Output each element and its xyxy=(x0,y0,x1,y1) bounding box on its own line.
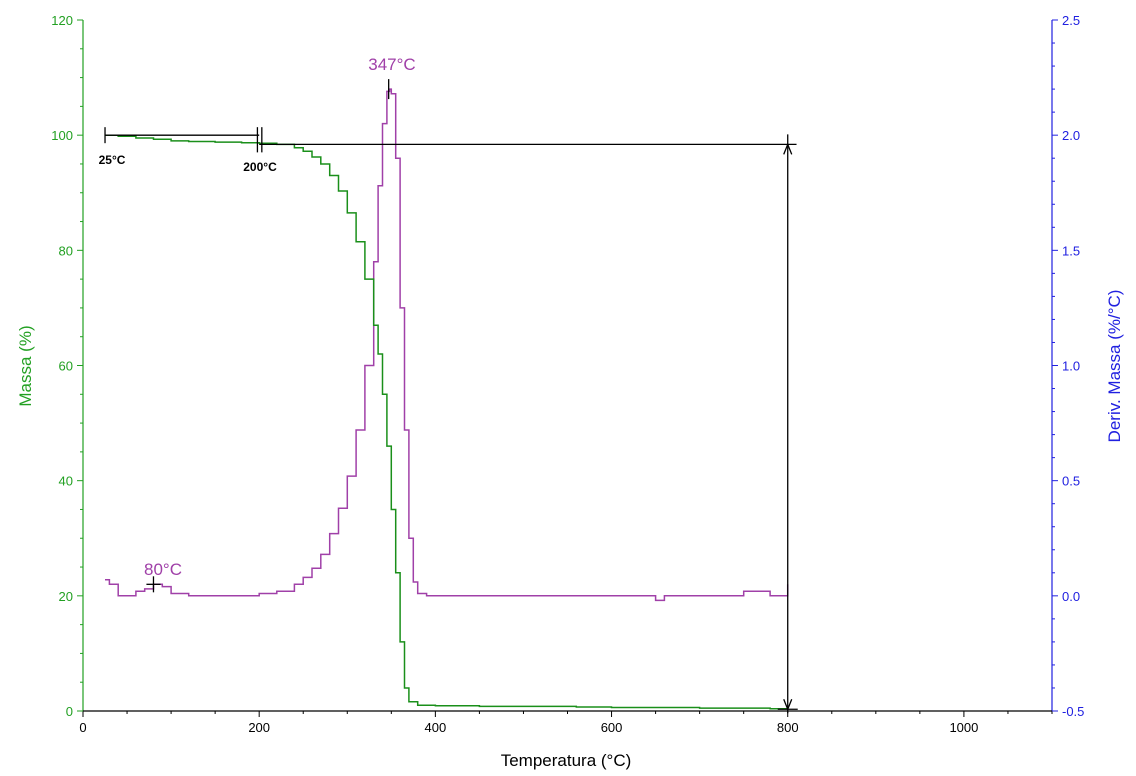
annotation-layer xyxy=(104,79,798,714)
annotation-minor-peak-label: 80°C xyxy=(144,560,182,579)
left-tick-label: 0 xyxy=(66,704,73,719)
left-tick-label: 60 xyxy=(59,359,73,374)
left-tick-label: 40 xyxy=(59,474,73,489)
x-axis-title: Temperatura (°C) xyxy=(501,751,632,770)
left-tick-label: 100 xyxy=(51,128,73,143)
left-tick-label: 120 xyxy=(51,13,73,28)
x-tick-label: 0 xyxy=(79,720,86,735)
left-tick-label: 80 xyxy=(59,243,73,258)
annotation-start-label: 25°C xyxy=(99,153,126,167)
right-tick-label: 2.5 xyxy=(1062,13,1080,28)
right-tick-label: -0.5 xyxy=(1062,704,1084,719)
left-axis-title: Massa (%) xyxy=(16,325,35,406)
derivative-curve xyxy=(105,88,789,602)
annotation-step-end-label: 200°C xyxy=(243,160,277,174)
right-tick-label: 1.0 xyxy=(1062,359,1080,374)
residue-arrowhead-top xyxy=(783,142,793,155)
right-tick-label: 0.5 xyxy=(1062,474,1080,489)
x-tick-label: 400 xyxy=(425,720,447,735)
right-tick-label: 2.0 xyxy=(1062,128,1080,143)
x-tick-label: 600 xyxy=(601,720,623,735)
series-layer xyxy=(105,88,789,710)
annotation-main-peak-label: 347°C xyxy=(368,55,415,74)
x-tick-label: 1000 xyxy=(949,720,978,735)
mass-curve xyxy=(105,134,789,710)
x-tick-label: 200 xyxy=(248,720,270,735)
axes-layer: 0 200 400 600 800 1000 0 20 40 60 80 100 120 -0.5 0.0 0… xyxy=(51,13,1084,735)
right-axis-title: Deriv. Massa (%/°C) xyxy=(1105,290,1124,443)
x-tick-label: 800 xyxy=(777,720,799,735)
right-tick-label: 0.0 xyxy=(1062,589,1080,604)
right-tick-label: 1.5 xyxy=(1062,243,1080,258)
left-tick-label: 20 xyxy=(59,589,73,604)
